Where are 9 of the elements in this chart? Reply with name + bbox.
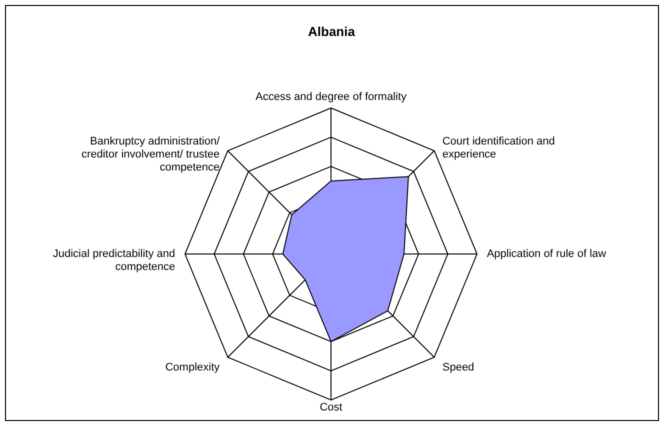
spoke-label: Court identification and experience	[442, 136, 555, 161]
spoke-label: Bankruptcy administration/ creditor involvement/ trustee competence	[81, 136, 221, 174]
spoke-label: Application of rule of law	[486, 248, 606, 260]
spoke-label: Speed	[442, 361, 474, 374]
spoke-label: Cost	[320, 401, 342, 414]
spoke-label: Complexity	[165, 361, 220, 374]
chart-title: Albania	[308, 24, 356, 39]
spoke-label: Access and degree of formality	[255, 91, 408, 104]
spoke-label: Judicial predictability and competence	[52, 248, 176, 273]
